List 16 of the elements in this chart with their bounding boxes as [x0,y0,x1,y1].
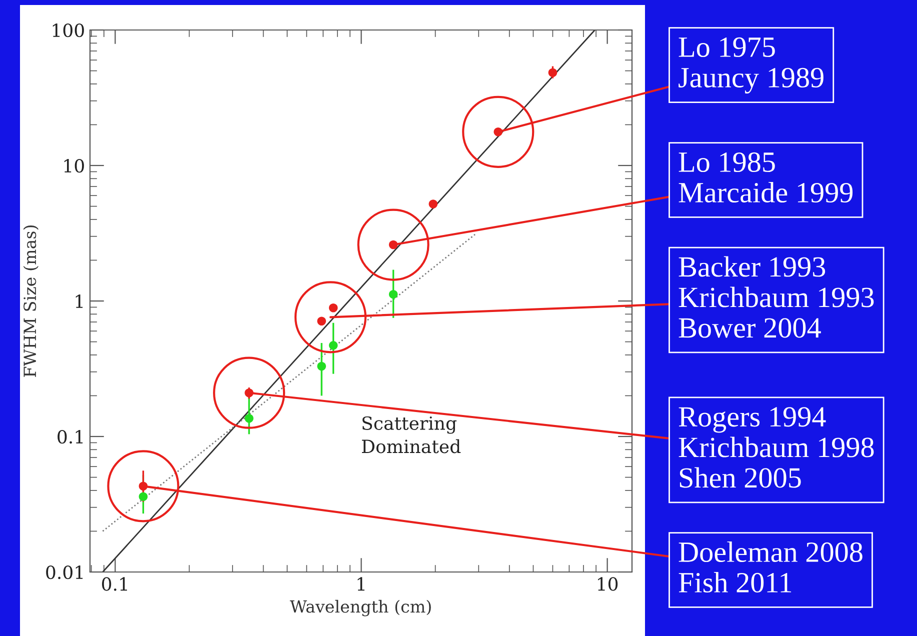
annotation: Lo 1985 Marcaide 1999 [678,152,853,203]
x-tick-label: 1 [358,577,364,591]
y-tick-label: 10 [64,158,84,173]
x-tick-label: 10 [598,577,618,591]
y-tick-label: 0.1 [58,430,83,444]
y-tick-label: 1 [76,294,83,308]
y-tick-label: 100 [52,23,84,38]
y-axis-title: FWHM Size (mas) [23,226,39,377]
annotation: Scattering Dominated [362,416,461,454]
annotation: Rogers 1994 Krichbaum 1998 Shen 2005 [678,407,874,488]
x-tick-label: 0.1 [102,577,127,591]
annotation: Lo 1975 Jauncy 1989 [678,37,824,94]
annotation: Doeleman 2008 Fish 2011 [678,542,862,593]
x-axis-title: Wavelength (cm) [290,600,431,616]
y-tick-label: 0.01 [46,565,83,580]
annotation: Backer 1993 Krichbaum 1993 Bower 2004 [678,256,874,338]
